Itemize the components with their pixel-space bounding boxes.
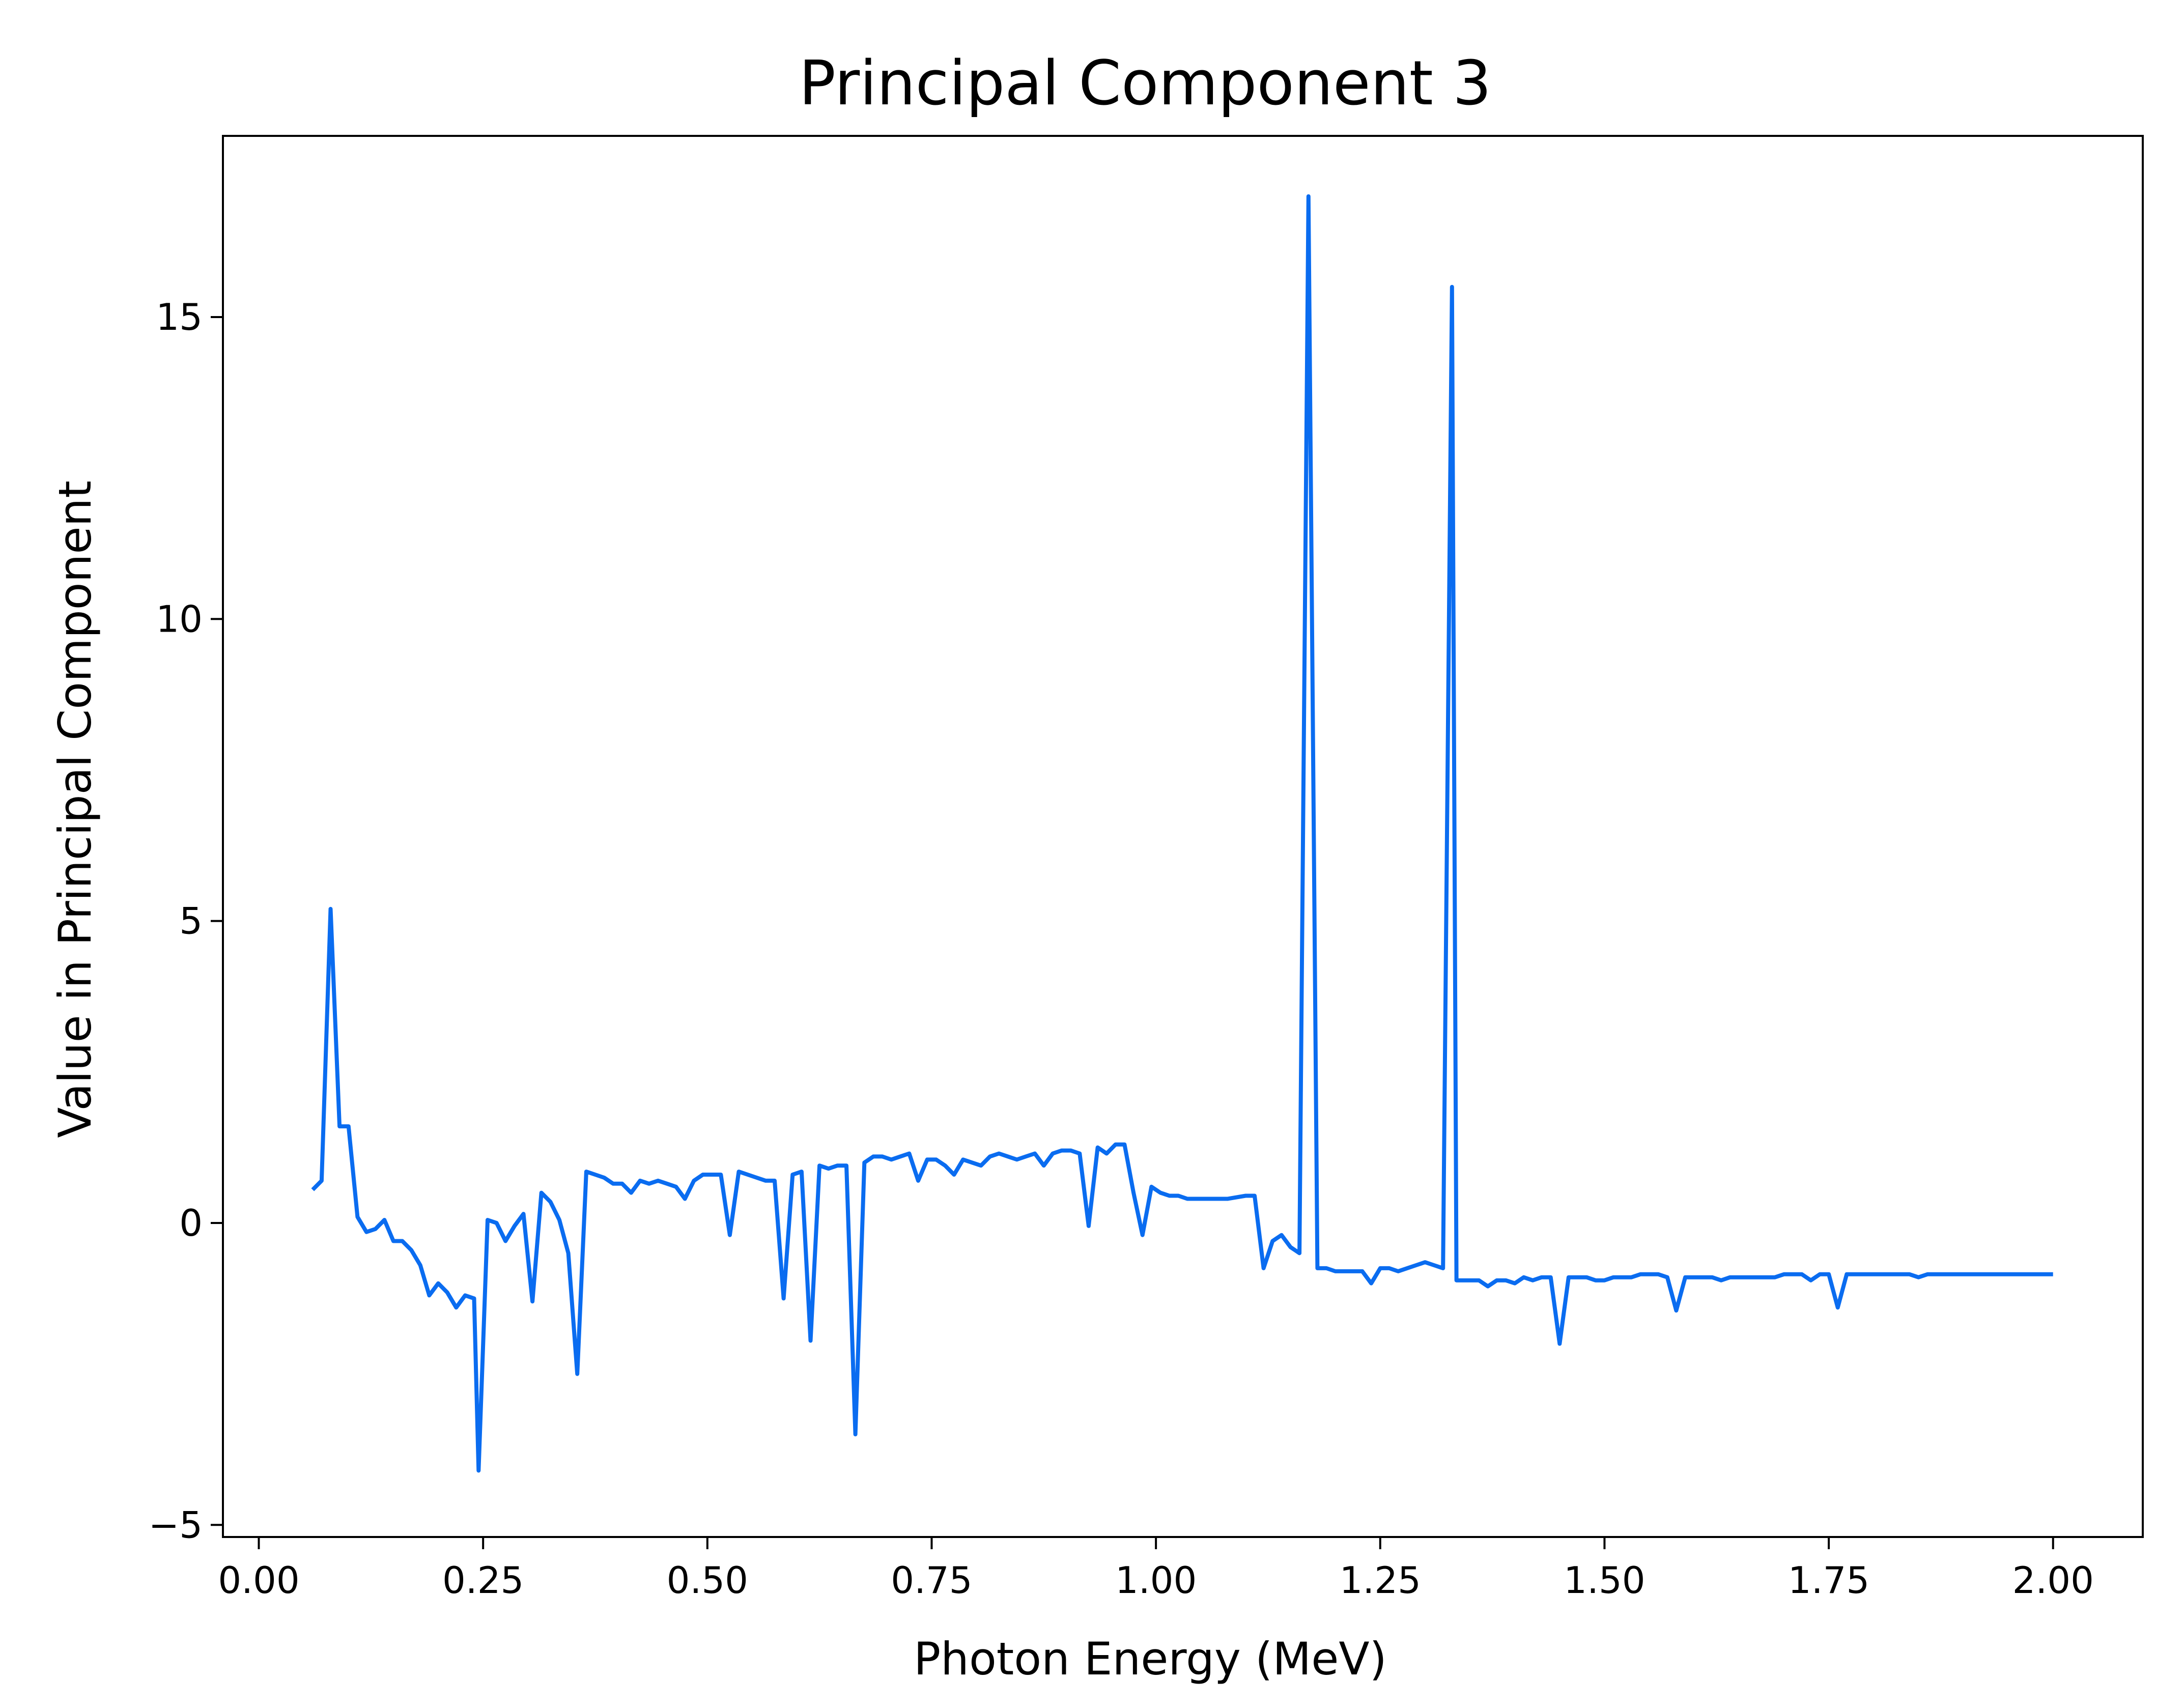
y-tick-label: −5 xyxy=(149,1503,203,1546)
y-tick-label: 10 xyxy=(156,597,203,640)
plot-frame xyxy=(222,135,2144,1538)
series-line-0 xyxy=(311,194,2053,1473)
x-tick-label: 1.75 xyxy=(1788,1559,1869,1602)
x-tick-label: 0.00 xyxy=(218,1559,299,1602)
chart-title: Principal Component 3 xyxy=(799,48,1492,119)
x-tick-label: 1.00 xyxy=(1115,1559,1197,1602)
y-tick-label: 5 xyxy=(179,900,203,943)
x-tick-label: 0.50 xyxy=(667,1559,748,1602)
y-axis-label: Value in Principal Component xyxy=(49,480,101,1138)
y-tick-label: 0 xyxy=(179,1202,203,1244)
y-tick-label: 15 xyxy=(156,296,203,338)
x-tick-label: 1.50 xyxy=(1564,1559,1645,1602)
x-axis: 0.00 0.25 0.50 0.75 1.00 1.25 1.50 1.75 2.00 xyxy=(218,1537,2094,1602)
x-tick-label: 0.25 xyxy=(442,1559,524,1602)
x-tick-label: 2.00 xyxy=(2012,1559,2094,1602)
y-axis: −5 0 5 10 15 xyxy=(149,296,223,1546)
x-tick-label: 1.25 xyxy=(1340,1559,1421,1602)
x-tick-label: 0.75 xyxy=(891,1559,972,1602)
series-layer xyxy=(311,194,2053,1473)
x-axis-label: Photon Energy (MeV) xyxy=(914,1633,1387,1685)
